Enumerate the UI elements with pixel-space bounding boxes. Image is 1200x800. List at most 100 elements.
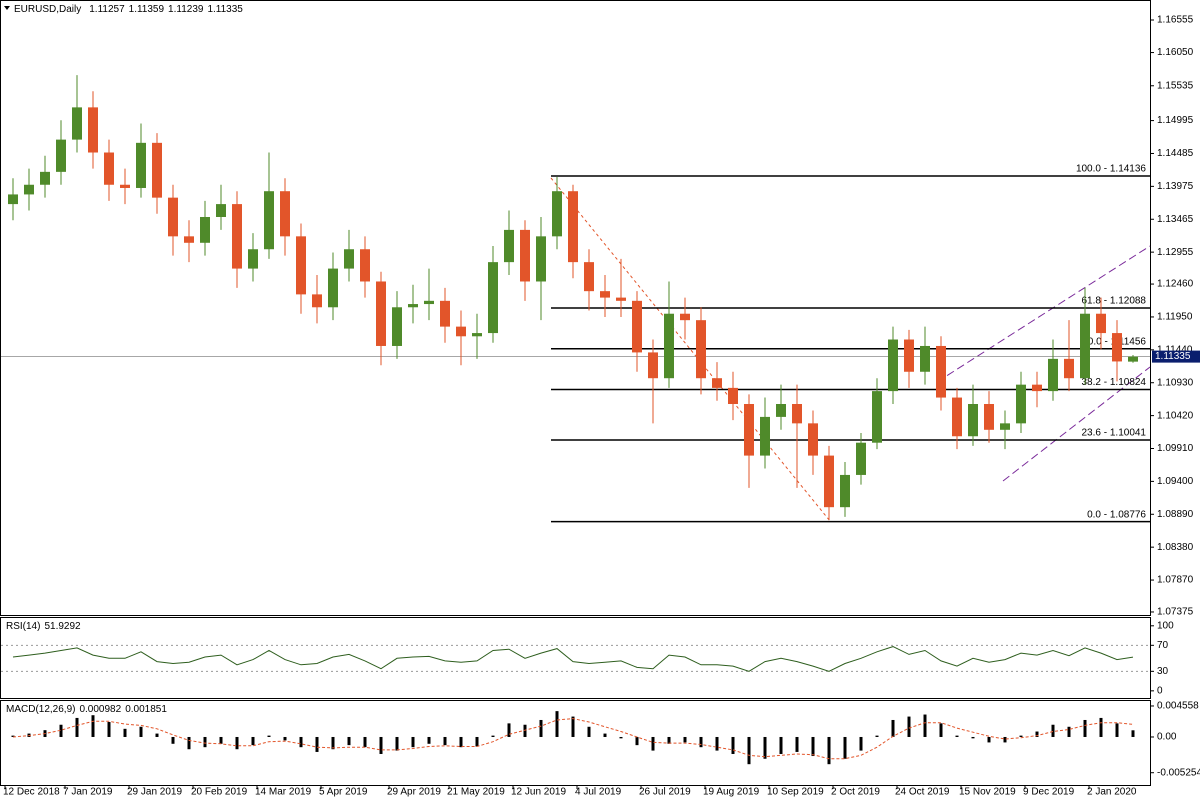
macd-bar	[1019, 735, 1023, 737]
y-tick-label: 0.00	[1157, 732, 1177, 743]
y-tick-label: 1.08380	[1157, 542, 1194, 553]
macd-title: MACD(12,26,9)	[6, 704, 75, 715]
macd-bar	[891, 719, 895, 737]
macd-bar	[219, 736, 223, 744]
candle-body	[568, 191, 578, 263]
macd-bar	[11, 735, 15, 737]
macd-bar	[699, 736, 703, 748]
macd-bar	[1083, 719, 1087, 737]
candle-body	[392, 307, 402, 346]
macd-bar	[571, 716, 575, 737]
channel-lower[interactable]	[1002, 366, 1151, 482]
candle-body	[472, 333, 482, 337]
candle-body	[792, 404, 802, 424]
macd-bar	[1099, 717, 1103, 737]
macd-bar	[1115, 723, 1119, 737]
candle-body	[168, 197, 178, 237]
candle-body	[744, 404, 754, 456]
x-tick-label: 14 Mar 2019	[255, 787, 312, 798]
macd-bar	[651, 736, 655, 751]
macd-bar	[459, 736, 463, 748]
macd-bar	[971, 736, 975, 739]
y-tick-label: 0.004558	[1157, 701, 1199, 712]
x-tick-label: 29 Jan 2019	[127, 787, 182, 798]
candle-body	[760, 416, 770, 456]
candle-body	[888, 339, 898, 392]
candle-body	[136, 142, 146, 188]
candle-body	[808, 423, 818, 456]
candle-body	[520, 229, 530, 282]
macd-bar	[619, 736, 623, 739]
x-tick-label: 2 Jan 2020	[1087, 787, 1137, 798]
candle-body	[88, 107, 98, 153]
macd-bar	[539, 719, 543, 737]
candle-body	[920, 345, 930, 372]
rsi-pane	[0, 617, 1151, 699]
candle-body	[632, 300, 642, 353]
rsi-title: RSI(14)	[6, 621, 40, 632]
x-tick-label: 7 Jan 2019	[63, 787, 113, 798]
candle-body	[232, 204, 242, 269]
candle-body	[1000, 423, 1010, 430]
macd-bar	[1035, 731, 1039, 737]
rsi-header: RSI(14) 51.9292	[6, 621, 81, 632]
candle-body	[200, 216, 210, 243]
x-tick-label: 19 Aug 2019	[703, 787, 760, 798]
y-tick-label: 1.10930	[1157, 377, 1194, 388]
fib-label: 0.0 - 1.08776	[1087, 509, 1146, 520]
macd-bar	[251, 736, 255, 746]
x-tick-label: 12 Dec 2018	[3, 787, 60, 798]
macd-bar	[411, 736, 415, 748]
macd-bar	[443, 736, 447, 746]
macd-bar	[555, 711, 559, 737]
macd-bar	[75, 717, 79, 737]
candle-body	[408, 304, 418, 308]
candle-body	[664, 313, 674, 379]
macd-bar	[779, 736, 783, 754]
candle-body	[504, 229, 514, 263]
macd-bar	[843, 736, 847, 759]
channel-upper[interactable]	[936, 245, 1151, 383]
x-tick-label: 15 Nov 2019	[959, 787, 1016, 798]
x-tick-label: 20 Feb 2019	[191, 787, 248, 798]
menu-arrow[interactable]	[4, 6, 10, 10]
macd-bar	[923, 714, 927, 737]
high-value: 1.11359	[129, 4, 165, 15]
y-tick-label: 1.11440	[1157, 344, 1193, 355]
macd-bar	[139, 726, 143, 737]
last-price-label: 1.11335	[1155, 351, 1191, 362]
candle-body	[984, 404, 994, 430]
y-tick-label: 1.14485	[1157, 148, 1194, 159]
macd-bar	[667, 736, 671, 744]
macd-bar	[795, 736, 799, 752]
candle-body	[424, 300, 434, 305]
candle-body	[1064, 358, 1074, 379]
candle-body	[264, 191, 274, 250]
macd-bar	[747, 736, 751, 765]
y-tick-label: 1.07375	[1157, 607, 1194, 618]
candle-body	[152, 142, 162, 198]
y-tick-label: 1.12460	[1157, 279, 1194, 290]
macd-bar	[603, 733, 607, 737]
x-tick-label: 29 Apr 2019	[387, 787, 441, 798]
macd-bar	[1051, 724, 1055, 737]
macd-bar	[1003, 736, 1007, 743]
y-tick-label: 0	[1157, 685, 1163, 696]
candle-body	[856, 442, 866, 475]
candle-body	[1112, 333, 1122, 362]
macd-bar	[395, 736, 399, 751]
y-tick-label: 1.08890	[1157, 509, 1194, 520]
y-tick-label: -0.005254	[1157, 767, 1200, 778]
candle-body	[952, 397, 962, 437]
trend-line[interactable]	[550, 177, 831, 522]
rsi-value: 51.9292	[44, 621, 81, 632]
candle-body	[376, 281, 386, 346]
macd-bar	[491, 735, 495, 737]
macd-bar	[1131, 730, 1135, 737]
candle-body	[56, 139, 66, 172]
candle-body	[8, 194, 18, 205]
candle-body	[696, 320, 706, 379]
macd-bar	[331, 736, 335, 750]
candle-body	[216, 204, 226, 217]
